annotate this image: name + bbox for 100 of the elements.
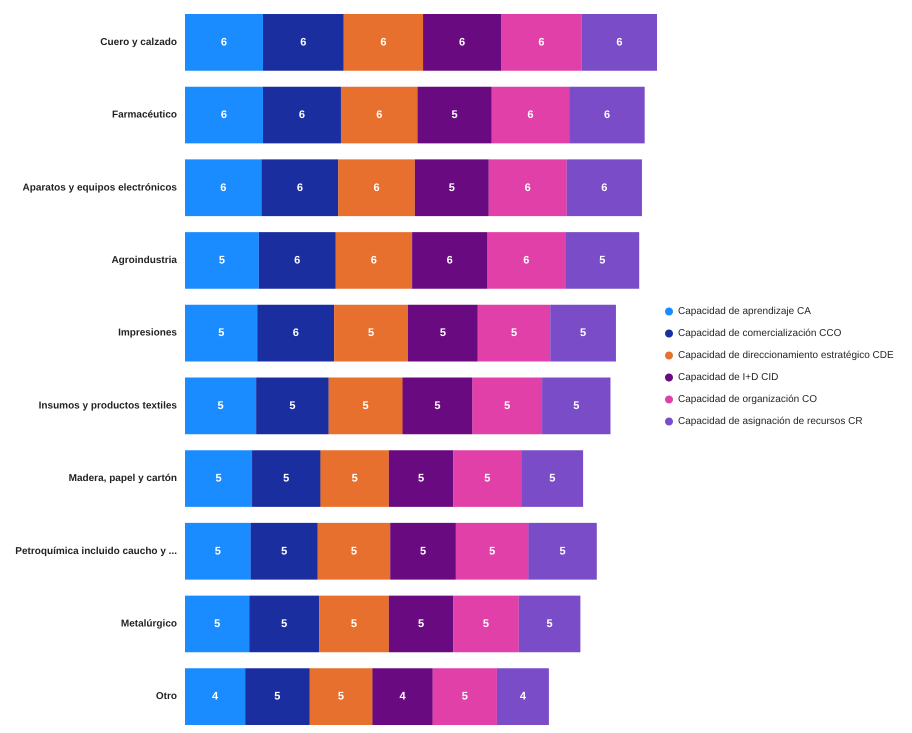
bar (402, 377, 472, 434)
bar (319, 596, 389, 652)
data-label: 5 (560, 545, 566, 558)
data-label: 4 (520, 690, 527, 703)
bar (185, 86, 263, 144)
bar (501, 14, 582, 71)
bar (478, 304, 550, 362)
data-label: 6 (296, 182, 303, 194)
data-label: 6 (300, 36, 306, 48)
data-label: 6 (294, 254, 300, 266)
bar (414, 159, 489, 216)
bar (185, 377, 256, 434)
bar (185, 522, 251, 580)
bar (472, 377, 542, 434)
y-tick-label: Otro (156, 691, 177, 702)
data-label: 5 (281, 618, 288, 630)
data-label: 5 (448, 182, 455, 194)
data-label: 5 (352, 472, 358, 485)
data-label: 4 (399, 690, 406, 703)
bar (496, 668, 549, 726)
legend-label: Capacidad de comercialización CCO (678, 328, 842, 339)
data-label: 6 (220, 36, 228, 48)
bar (320, 450, 389, 507)
data-label: 5 (451, 109, 458, 122)
data-label: 6 (373, 182, 380, 194)
bar (185, 14, 263, 71)
data-label: 5 (418, 618, 424, 630)
data-label: 5 (599, 254, 606, 266)
y-tick-label: Cuero y calzado (100, 36, 177, 48)
data-label: 5 (484, 472, 490, 485)
y-tick-label: Madera, papel y cartón (68, 473, 177, 484)
bar (185, 450, 252, 507)
data-label: 6 (446, 254, 453, 266)
y-tick-label: Metalúrgico (120, 618, 177, 630)
legend-label: Capacidad de I+D CID (678, 372, 778, 383)
bar (550, 304, 616, 362)
data-label: 5 (573, 400, 580, 412)
data-label: 6 (220, 182, 226, 194)
bar (344, 14, 424, 71)
bar (388, 450, 454, 507)
bar (262, 159, 338, 216)
data-label: 5 (218, 254, 225, 266)
bar (488, 159, 567, 216)
legend-label: Capacidad de organización CO (678, 394, 818, 405)
data-label: 5 (462, 690, 468, 703)
legend-label: Capacidad de asignación de recursos CR (678, 416, 863, 427)
legend-label: Capacidad de direccionamiento estratégico CDE (678, 350, 894, 361)
bar (252, 450, 320, 507)
data-label: 5 (368, 327, 374, 340)
bar (258, 304, 334, 362)
bar (340, 86, 418, 144)
y-tick-label: Insumos y productos textiles (38, 400, 178, 412)
bar (566, 159, 642, 216)
data-label: 6 (523, 254, 530, 266)
bar (388, 596, 454, 652)
data-label: 6 (524, 182, 531, 194)
y-tick-label: Impresiones (118, 328, 178, 339)
bar (453, 450, 522, 507)
data-label: 6 (380, 36, 386, 48)
bar (528, 522, 597, 580)
data-label: 6 (616, 36, 622, 48)
data-label: 6 (538, 36, 544, 48)
bar (408, 304, 478, 362)
bar (185, 596, 250, 652)
data-label: 6 (376, 109, 382, 122)
data-label: 5 (549, 472, 556, 485)
bar (335, 232, 412, 289)
y-tick-label: Aparatos y equipos electrónicos (22, 182, 178, 194)
bar (522, 450, 584, 507)
bar (542, 377, 610, 434)
bar (456, 522, 528, 580)
data-label: 6 (458, 36, 466, 48)
data-label: 6 (220, 109, 228, 122)
data-label: 5 (281, 545, 288, 558)
data-label: 5 (274, 690, 280, 703)
data-label: 5 (362, 400, 369, 412)
bar (328, 377, 403, 434)
bar (258, 232, 336, 289)
bar (418, 86, 492, 144)
y-tick-label: Farmacéutico (112, 110, 177, 121)
bar (569, 86, 645, 144)
data-label: 5 (489, 545, 496, 558)
data-label: 5 (504, 400, 510, 412)
bar (249, 596, 320, 652)
data-label: 5 (434, 400, 440, 412)
bar (390, 522, 456, 580)
bar (487, 232, 566, 289)
bar (491, 86, 570, 144)
bar (185, 304, 258, 362)
data-label: 6 (601, 182, 608, 194)
bar (334, 304, 408, 362)
data-label: 6 (527, 109, 534, 122)
data-label: 6 (292, 327, 299, 340)
data-label: 6 (298, 109, 306, 122)
data-label: 6 (604, 109, 610, 122)
bar (318, 522, 390, 580)
bar (262, 86, 341, 144)
y-tick-label: Petroquímica incluido caucho y ... (15, 546, 178, 557)
bar (310, 668, 372, 726)
bar (412, 232, 488, 289)
